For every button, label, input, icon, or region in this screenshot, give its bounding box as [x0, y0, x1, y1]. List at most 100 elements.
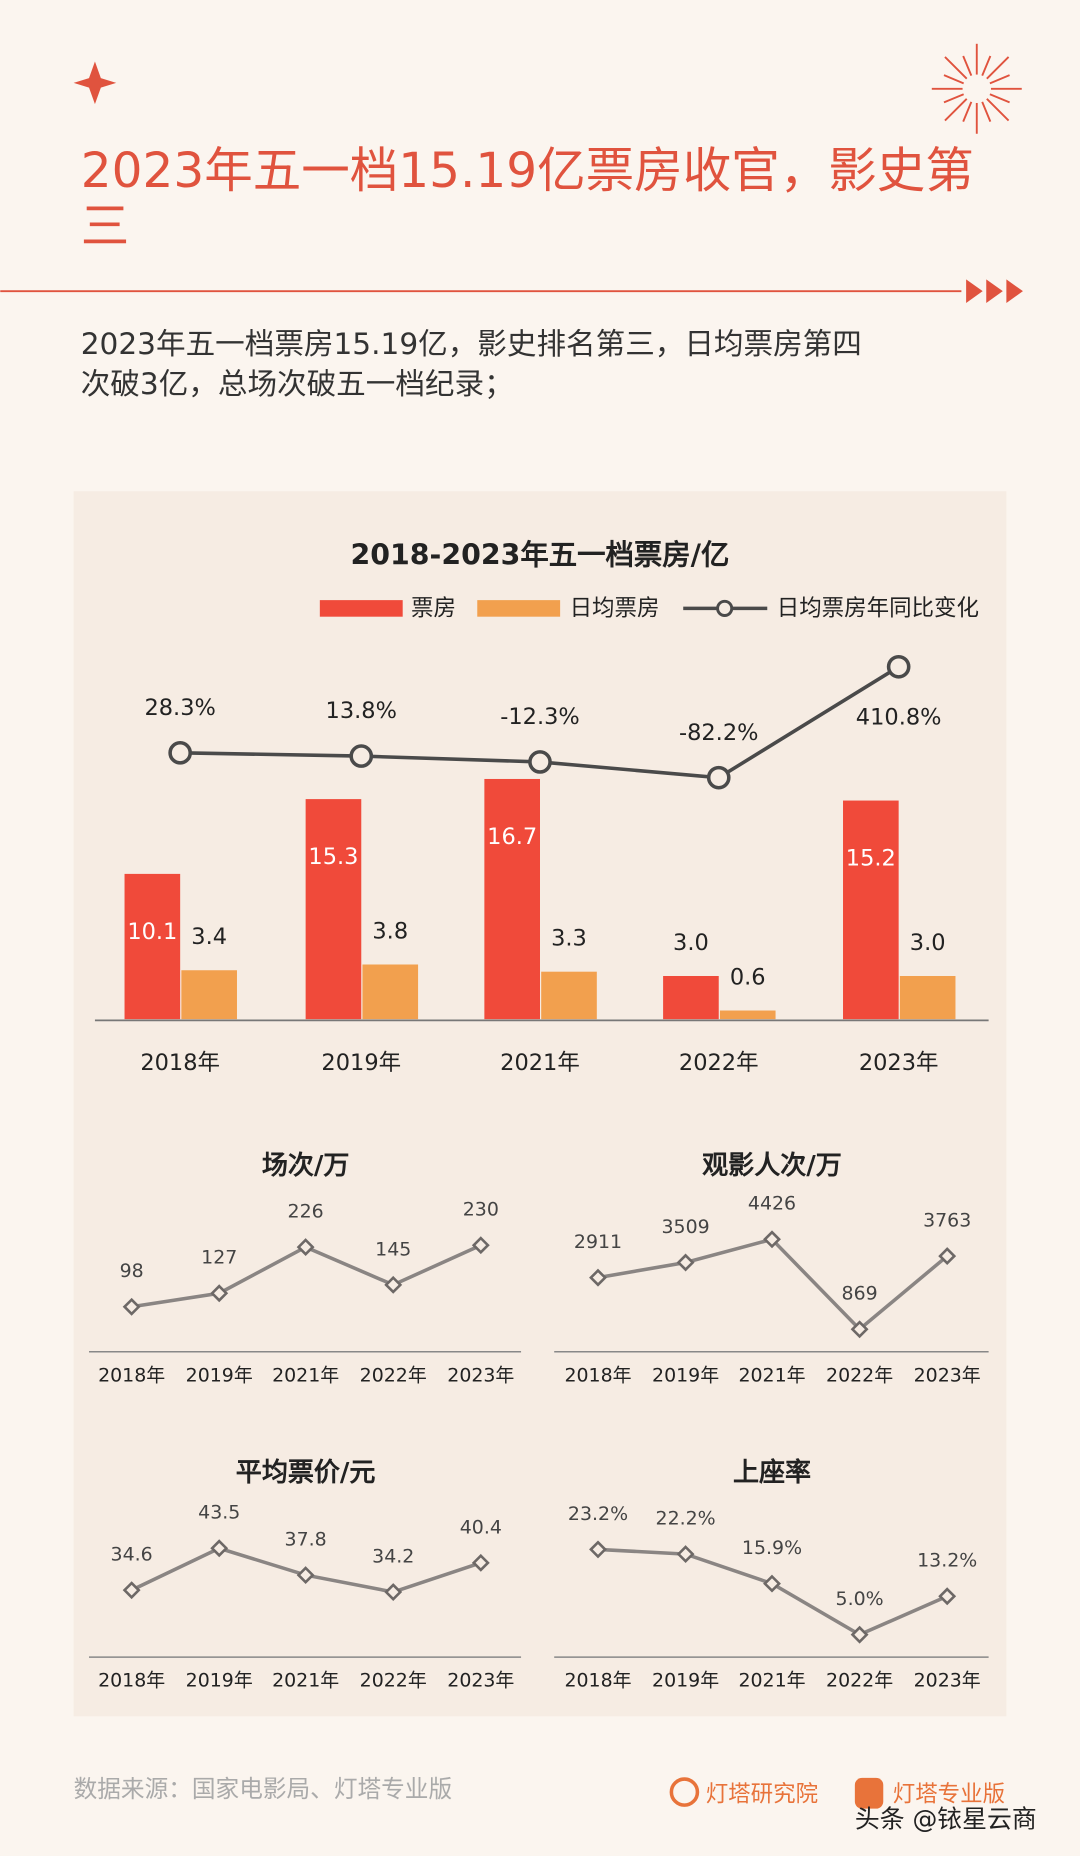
data-label: 2911: [574, 1231, 622, 1253]
data-point: [210, 1284, 229, 1303]
label-daily: 3.0: [910, 930, 946, 956]
point-yoy: [706, 765, 731, 790]
x-tick-label: 2023年: [914, 1670, 981, 1692]
data-point: [122, 1581, 141, 1600]
data-point: [938, 1587, 957, 1606]
bar-daily: [719, 1010, 776, 1020]
data-point: [938, 1247, 957, 1266]
data-label: 34.2: [372, 1545, 414, 1567]
point-yoy: [349, 744, 374, 768]
data-point: [589, 1268, 607, 1287]
label-box-office: 10.1: [127, 919, 177, 945]
data-point: [296, 1238, 315, 1257]
x-tick-label: 2021年: [500, 1050, 580, 1076]
data-label: 40.4: [460, 1516, 502, 1538]
bar-daily: [541, 971, 597, 1020]
data-point: [122, 1297, 141, 1316]
x-tick-label: 2022年: [360, 1670, 427, 1692]
data-source: 数据来源：国家电影局、灯塔专业版: [74, 1775, 453, 1803]
data-label: 15.9%: [742, 1537, 802, 1559]
data-point: [763, 1230, 781, 1249]
x-tick-label: 2022年: [679, 1050, 759, 1076]
bar-box-office: [124, 873, 181, 1020]
data-point: [850, 1320, 869, 1339]
data-label: 3509: [662, 1216, 710, 1238]
data-label: 13.2%: [917, 1550, 977, 1572]
dengta-pro-logo-icon: [854, 1777, 884, 1809]
label-yoy: 28.3%: [144, 695, 215, 721]
x-tick-label: 2021年: [272, 1364, 339, 1386]
x-tick-label: 2021年: [738, 1364, 805, 1386]
x-tick-label: 2023年: [447, 1364, 514, 1386]
x-tick-label: 2023年: [447, 1670, 514, 1692]
label-box-office: 3.0: [673, 930, 709, 956]
legend: 票房 日均票房 日均票房年同比变化: [319, 596, 979, 622]
legend-label-yoy: 日均票房年同比变化: [777, 596, 979, 622]
data-point: [210, 1539, 229, 1558]
small-chart-title: 场次/万: [262, 1151, 350, 1181]
x-tick-label: 2018年: [564, 1670, 631, 1692]
data-label: 869: [842, 1283, 878, 1305]
chart-panel: [73, 491, 1007, 1717]
data-label: 145: [375, 1238, 411, 1260]
bar-daily: [362, 964, 419, 1020]
x-tick-label: 2019年: [186, 1670, 253, 1692]
firework-icon: [931, 43, 1022, 134]
bar-box-office: [305, 799, 362, 1020]
main-chart-title: 2018-2023年五一档票房/亿: [351, 539, 730, 572]
data-label: 23.2%: [568, 1503, 628, 1525]
small-charts: 场次/万 98 2018年 127 2019年 226 2021年 145 2022年 230 20…: [89, 1151, 989, 1692]
x-tick-label: 2023年: [914, 1364, 981, 1386]
small-chart: 上座率 23.2% 2018年 22.2% 2019年 15.9% 2021年 5.0% 202…: [554, 1457, 989, 1692]
data-point: [384, 1583, 403, 1601]
x-tick-label: 2022年: [826, 1670, 893, 1692]
logo1-text: 灯塔研究院: [706, 1782, 818, 1808]
label-box-office: 16.7: [487, 824, 537, 850]
dengta-research-logo-icon: [669, 1777, 700, 1807]
small-chart: 场次/万 98 2018年 127 2019年 226 2021年 145 2022年 230 20…: [89, 1151, 522, 1386]
data-label: 37.8: [285, 1528, 327, 1550]
x-tick-label: 2021年: [272, 1670, 339, 1692]
data-point: [384, 1275, 403, 1294]
data-point: [850, 1625, 869, 1644]
logo2-text: 灯塔专业版: [893, 1782, 1005, 1808]
small-chart: 平均票价/元 34.6 2018年 43.5 2019年 37.8 2021年 34.2 202…: [89, 1458, 522, 1692]
label-yoy: 410.8%: [856, 704, 942, 730]
sparkle-star-icon: [73, 61, 117, 105]
data-label: 98: [120, 1260, 144, 1282]
x-tick-label: 2018年: [98, 1364, 165, 1386]
data-point: [676, 1253, 695, 1272]
data-label: 226: [288, 1200, 324, 1222]
bar-box-office: [663, 975, 719, 1020]
data-point: [471, 1553, 490, 1572]
x-tick-label: 2019年: [186, 1364, 253, 1386]
data-label: 34.6: [111, 1544, 153, 1566]
x-tick-label: 2018年: [98, 1670, 165, 1692]
label-box-office: 15.3: [308, 844, 358, 870]
legend-swatch-daily: [477, 600, 561, 617]
data-label: 3763: [923, 1209, 971, 1231]
watermark: 头条 @铱星云商: [855, 1805, 1037, 1834]
data-label: 127: [201, 1247, 237, 1269]
bar-box-office: [843, 800, 899, 1020]
point-yoy: [528, 750, 552, 774]
small-chart-title: 平均票价/元: [236, 1458, 376, 1488]
summary-line2: 次破3亿，总场次破五一档纪录；: [81, 367, 514, 401]
bar-daily: [899, 975, 956, 1020]
triple-arrow-icon: [966, 279, 1023, 304]
label-yoy: -12.3%: [500, 704, 579, 730]
summary-line1: 2023年五一档票房15.19亿，影史排名第三，日均票房第四: [81, 327, 862, 361]
label-yoy: -82.2%: [679, 720, 759, 746]
small-chart-title: 上座率: [733, 1457, 811, 1488]
page-title-line2: 三: [81, 199, 130, 255]
label-daily: 3.4: [191, 924, 227, 950]
data-label: 5.0%: [836, 1588, 884, 1610]
data-label: 4426: [748, 1193, 796, 1215]
data-point: [763, 1574, 781, 1593]
legend-marker-yoy: [716, 599, 734, 617]
main-chart: 10.1 3.4 2018年 15.3 3.8 2019年 16.7 3.3 2021年 3.0 0…: [124, 654, 956, 1076]
x-tick-label: 2023年: [859, 1050, 939, 1076]
x-tick-label: 2022年: [826, 1364, 893, 1386]
logo-dengta-research: 灯塔研究院: [669, 1777, 818, 1808]
x-tick-label: 2019年: [321, 1050, 401, 1076]
